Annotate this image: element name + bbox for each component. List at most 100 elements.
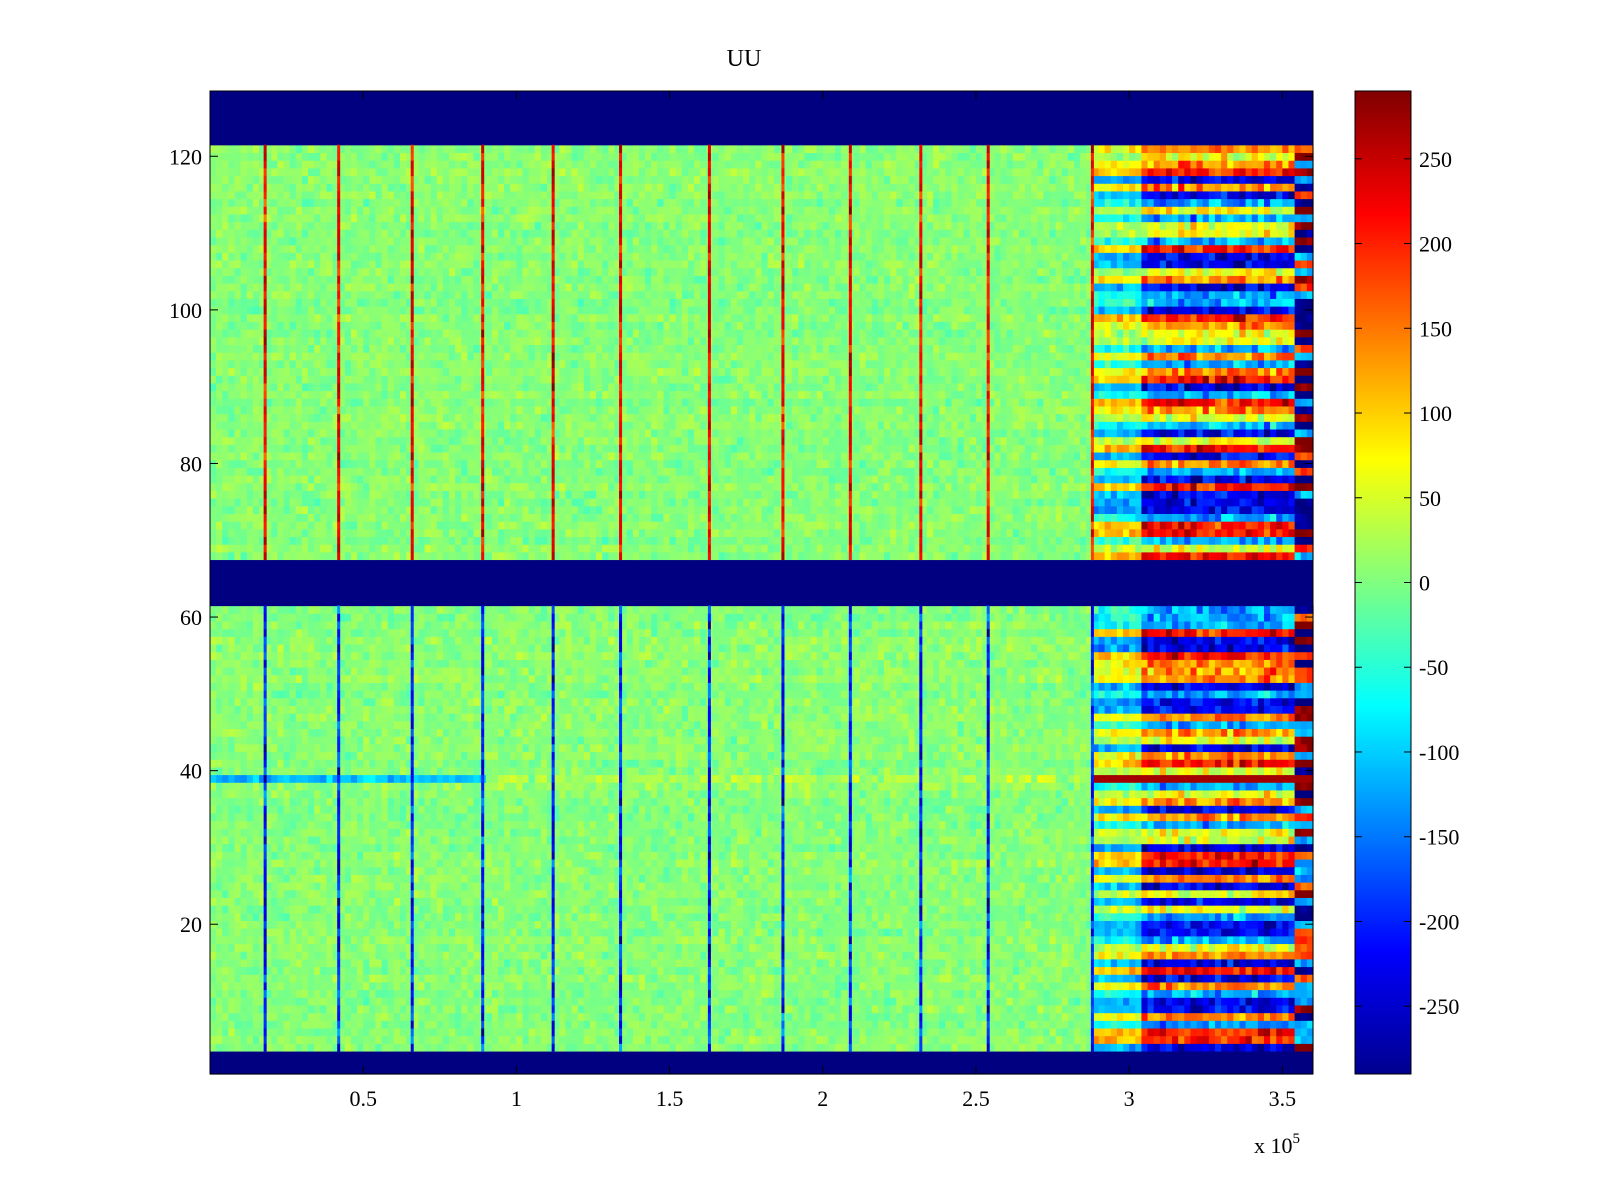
heatmap-cell: [1300, 1027, 1308, 1037]
heatmap-cell: [1135, 951, 1143, 960]
heatmap-cell: [890, 905, 897, 914]
heatmap-cell: [957, 997, 965, 1006]
heatmap-cell: [1276, 843, 1283, 852]
heatmap-cell: [1227, 1043, 1234, 1052]
heatmap-cell: [982, 1012, 989, 1021]
heatmap-cell: [822, 905, 830, 914]
heatmap-cell: [406, 989, 413, 998]
heatmap-cell: [1037, 951, 1044, 960]
heatmap-cell: [259, 1020, 266, 1029]
heatmap-cell: [1061, 866, 1069, 875]
heatmap-cell: [228, 966, 236, 975]
heatmap-cell: [1184, 912, 1192, 922]
heatmap-cell: [332, 882, 340, 891]
heatmap-cell: [1245, 905, 1253, 914]
heatmap-cell: [467, 1004, 475, 1014]
heatmap-cell: [724, 858, 732, 868]
heatmap-cell: [743, 935, 750, 945]
heatmap-cell: [718, 920, 726, 929]
heatmap-cell: [308, 1004, 315, 1014]
heatmap-cell: [1221, 1035, 1228, 1044]
heatmap-cell: [614, 981, 622, 991]
heatmap-cell: [736, 835, 744, 845]
heatmap-cell: [1165, 958, 1173, 968]
heatmap-cell: [393, 935, 401, 945]
heatmap-cell: [1067, 1035, 1075, 1044]
heatmap-cell: [1184, 966, 1192, 975]
heatmap-cell: [596, 866, 603, 875]
heatmap-cell: [259, 1004, 266, 1014]
heatmap-cell: [1227, 866, 1234, 875]
heatmap-cell: [1172, 858, 1179, 868]
heatmap-cell: [277, 882, 285, 891]
heatmap-cell: [602, 1043, 609, 1052]
heatmap-cell: [412, 1027, 419, 1037]
heatmap-cell: [792, 997, 799, 1006]
heatmap-cell: [896, 851, 904, 860]
heatmap-cell: [1153, 997, 1161, 1006]
heatmap-cell: [1074, 943, 1081, 952]
heatmap-cell: [920, 851, 928, 860]
heatmap-cell: [632, 1043, 640, 1052]
heatmap-cell: [375, 920, 383, 929]
heatmap-cell: [982, 905, 989, 914]
heatmap-cell: [436, 951, 444, 960]
heatmap-cell: [988, 1020, 995, 1029]
heatmap-cell: [669, 935, 677, 945]
heatmap-cell: [1055, 951, 1063, 960]
heatmap-cell: [1221, 1012, 1228, 1021]
heatmap-cell: [835, 943, 842, 952]
heatmap-cell: [283, 928, 291, 937]
heatmap-cell: [320, 943, 328, 952]
heatmap-cell: [1123, 897, 1130, 906]
heatmap-cell: [945, 858, 953, 868]
heatmap-cell: [1012, 928, 1020, 937]
heatmap-cell: [1024, 889, 1032, 898]
heatmap-cell: [589, 843, 597, 852]
heatmap-cell: [1116, 1004, 1124, 1014]
heatmap-cell: [730, 920, 738, 929]
heatmap-cell: [222, 851, 229, 860]
heatmap-cell: [724, 912, 732, 922]
heatmap-cell: [583, 958, 591, 968]
heatmap-cell: [1018, 897, 1026, 906]
heatmap-cell: [890, 935, 897, 945]
heatmap-cell: [1306, 951, 1314, 960]
heatmap-cell: [240, 935, 248, 945]
heatmap-cell: [1049, 981, 1057, 991]
heatmap-cell: [963, 966, 971, 975]
heatmap-cell: [773, 928, 781, 937]
heatmap-cell: [222, 943, 229, 952]
heatmap-cell: [884, 897, 891, 906]
heatmap-cell: [1012, 974, 1020, 983]
heatmap-cell: [798, 989, 805, 998]
heatmap-cell: [773, 997, 781, 1006]
heatmap-cell: [1251, 1043, 1259, 1052]
heatmap-cell: [957, 943, 965, 952]
heatmap-cell: [1196, 1012, 1204, 1021]
heatmap-cell: [222, 974, 229, 983]
heatmap-cell: [798, 843, 805, 852]
heatmap-cell: [234, 981, 242, 991]
heatmap-cell: [988, 1035, 995, 1044]
heatmap-cell: [1245, 958, 1253, 968]
heatmap-cell: [1049, 966, 1057, 975]
heatmap-cell: [406, 882, 413, 891]
heatmap-cell: [1251, 1020, 1259, 1029]
heatmap-cell: [381, 935, 389, 945]
heatmap-cell: [357, 858, 364, 868]
heatmap-cell: [1276, 981, 1283, 991]
heatmap-cell: [761, 889, 769, 898]
heatmap-cell: [1031, 1043, 1038, 1052]
heatmap-cell: [1141, 897, 1149, 906]
heatmap-cell: [332, 843, 340, 852]
heatmap-cell: [246, 989, 254, 998]
heatmap-cell: [1031, 882, 1038, 891]
heatmap-cell: [1288, 1020, 1296, 1029]
heatmap-cell: [210, 935, 217, 945]
heatmap-cell: [835, 897, 842, 906]
heatmap-cell: [871, 974, 879, 983]
heatmap-cell: [890, 1004, 897, 1014]
heatmap-cell: [259, 1035, 266, 1044]
heatmap-cell: [651, 866, 658, 875]
